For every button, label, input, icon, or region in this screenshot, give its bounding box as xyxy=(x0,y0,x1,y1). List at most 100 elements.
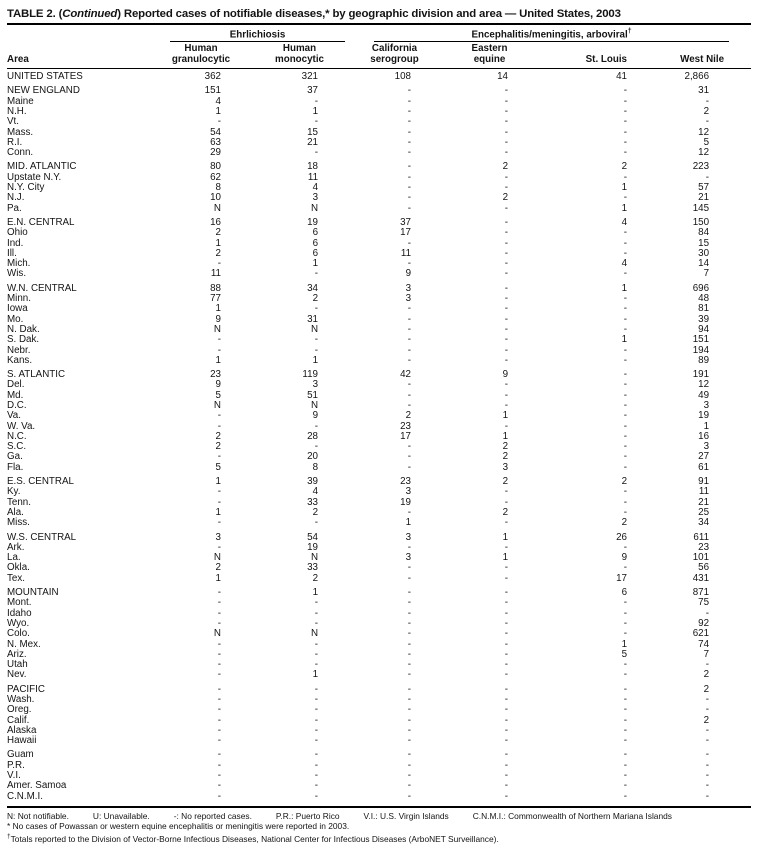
cell-value: N xyxy=(310,552,319,564)
cell-value: - xyxy=(623,192,628,204)
cell-value: - xyxy=(217,648,221,660)
cell-value: 19 xyxy=(307,216,319,228)
table-row: N.J. 10 3 - 2 - 21 xyxy=(7,192,751,204)
table-row: Calif. - - - - - 2 xyxy=(7,714,751,726)
table-row: Utah - - - - - - xyxy=(7,659,751,671)
cell-value: N xyxy=(310,323,319,335)
table-row: Conn. 29 - - - - 12 xyxy=(7,147,751,159)
table-row: R.I. 63 21 - - - 5 xyxy=(7,136,751,148)
cell-value: 11 xyxy=(698,486,710,498)
cell-value: 37 xyxy=(400,216,412,228)
cell-value: 12 xyxy=(698,126,710,138)
table-row: W.N. CENTRAL 88 34 3 - 1 696 xyxy=(7,280,751,294)
cell-value: 21 xyxy=(698,496,710,508)
table-row: Tex. 1 2 - - 17 431 xyxy=(7,573,751,584)
cell-value: - xyxy=(623,410,628,422)
table-row: S. Dak. - - - - 1 151 xyxy=(7,334,751,346)
cell-value: - xyxy=(504,354,509,366)
cell-value: - xyxy=(407,202,412,214)
cell-value: 1 xyxy=(215,105,221,117)
cell-value: - xyxy=(504,669,509,681)
table-title: TABLE 2. (Continued) Reported cases of n… xyxy=(7,8,751,20)
cell-value: - xyxy=(623,780,628,792)
legend-item: P.R.: Puerto Rico xyxy=(275,810,340,821)
cell-value: - xyxy=(407,735,412,747)
cell-value: 3 xyxy=(312,192,319,204)
cell-value: - xyxy=(504,293,509,305)
cell-value: - xyxy=(407,694,412,705)
cell-value: - xyxy=(314,724,319,736)
cell-value: - xyxy=(407,237,412,249)
cell-value: 1 xyxy=(312,587,319,599)
table-row: Guam - - - - - - xyxy=(7,746,751,761)
column-header-line2: monocytic xyxy=(275,53,324,65)
table-row: Amer. Samoa - - - - - - xyxy=(7,780,751,792)
cell-value: - xyxy=(504,420,509,432)
column-header-human-granulocytic: Human granulocytic xyxy=(125,42,230,70)
cell-value: - xyxy=(314,303,319,315)
cell-value: - xyxy=(623,724,628,736)
cell-value: - xyxy=(314,659,319,671)
cell-value: 223 xyxy=(692,161,710,173)
cell-value: - xyxy=(407,628,412,640)
cell-value: - xyxy=(504,541,509,553)
cell-value: - xyxy=(314,714,319,726)
table-row: N. Dak. N N - - - 94 xyxy=(7,323,751,335)
row-area-label: Del. xyxy=(7,379,25,391)
column-header-line1: California xyxy=(371,43,418,55)
cell-value: 151 xyxy=(204,85,221,97)
cell-value: 94 xyxy=(698,323,710,335)
cell-value: 1 xyxy=(215,303,221,315)
cell-value: - xyxy=(623,607,628,619)
table-row: Idaho - - - - - - xyxy=(7,607,751,619)
cell-value: - xyxy=(504,334,509,346)
cell-value: - xyxy=(623,105,628,117)
cell-value: 1 xyxy=(215,506,221,518)
cell-value: - xyxy=(314,517,319,529)
cell-value: - xyxy=(407,389,412,401)
cell-value: - xyxy=(217,759,221,771)
table-row: Ind. 1 6 - - - 15 xyxy=(7,237,751,249)
table-row: E.S. CENTRAL 1 39 23 2 2 91 xyxy=(7,473,751,487)
table-row: NEW ENGLAND 151 37 - - - 31 xyxy=(7,82,751,97)
footnotes: N: Not notifiable. U: Unavailable. -: No r… xyxy=(7,811,751,844)
row-area-label: S. Dak. xyxy=(7,334,40,346)
cell-value: - xyxy=(217,597,221,609)
cell-value: 19 xyxy=(307,541,319,553)
dagger-symbol: † xyxy=(7,832,11,840)
cell-value: - xyxy=(217,790,221,802)
cell-value: - xyxy=(504,587,509,599)
cell-value: - xyxy=(623,617,628,629)
row-area-label: Mont. xyxy=(7,597,32,609)
cell-value: 11 xyxy=(307,171,319,183)
cell-value: 4 xyxy=(312,486,319,498)
table-row: Mich. - 1 - - 4 14 xyxy=(7,258,751,269)
cell-value: - xyxy=(217,486,221,498)
cell-value: 37 xyxy=(307,85,319,97)
table-title-continued: Continued xyxy=(62,8,118,20)
row-area-label: Miss. xyxy=(7,517,30,529)
cell-value: 696 xyxy=(692,282,710,294)
table-row: Mass. 54 15 - - - 12 xyxy=(7,126,751,138)
document-page: TABLE 2. (Continued) Reported cases of n… xyxy=(7,8,752,844)
cell-value: 21 xyxy=(698,192,710,204)
cell-value: - xyxy=(504,694,509,705)
cell-value: - xyxy=(407,451,412,463)
cell-value: 9 xyxy=(621,552,628,564)
cell-value: - xyxy=(504,683,509,695)
cell-value: - xyxy=(314,749,319,761)
cell-value: - xyxy=(407,136,412,148)
cell-value: - xyxy=(217,410,221,422)
row-area-label: Okla. xyxy=(7,562,30,574)
cell-value: - xyxy=(504,344,509,356)
cell-value: - xyxy=(314,638,319,650)
cell-value: 2 xyxy=(405,410,412,422)
cell-value: - xyxy=(623,420,628,432)
cell-value: - xyxy=(504,147,509,159)
cell-value: 9 xyxy=(502,369,509,381)
row-area-label: Ill. xyxy=(7,247,17,259)
cell-value: - xyxy=(504,116,509,128)
table-row: MOUNTAIN - 1 - - 6 871 xyxy=(7,584,751,598)
cell-value: - xyxy=(623,293,628,305)
cell-value: - xyxy=(407,171,412,183)
